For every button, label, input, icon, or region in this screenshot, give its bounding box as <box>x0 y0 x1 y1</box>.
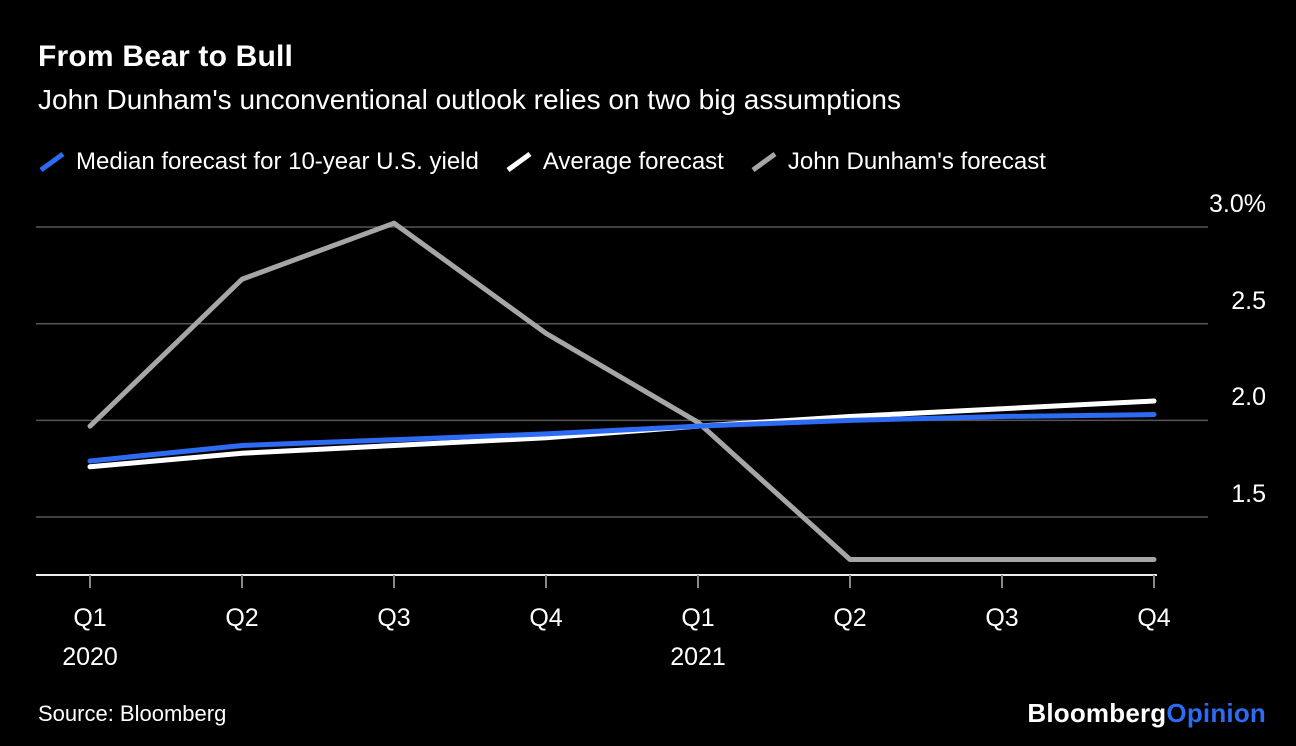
legend-item-dunham-forecast: John Dunham's forecast <box>750 148 1046 176</box>
legend-label-median-forecast: Median forecast for 10-year U.S. yield <box>76 148 479 175</box>
y-axis-label: 2.5 <box>1231 286 1266 315</box>
median-line-swatch-icon <box>39 151 65 173</box>
x-axis-label: Q2 <box>225 604 259 632</box>
legend-item-median-forecast: Median forecast for 10-year U.S. yield <box>38 148 479 176</box>
x-axis-label: Q3 <box>377 604 411 632</box>
x-axis-label: Q1 <box>681 604 715 632</box>
dunham-line-swatch-icon <box>751 151 777 173</box>
logo-bloomberg: Bloomberg <box>1027 698 1167 728</box>
logo-opinion: Opinion <box>1166 698 1266 728</box>
x-axis-label: Q4 <box>529 604 563 632</box>
x-axis-label: Q2 <box>833 604 867 632</box>
bloomberg-opinion-logo: BloombergOpinion <box>1027 698 1266 729</box>
average-line-swatch-icon <box>506 151 532 173</box>
y-axis-label: 3.0% <box>1209 190 1266 219</box>
x-axis-label: Q4 <box>1137 604 1171 632</box>
legend-label-average-forecast: Average forecast <box>542 148 724 175</box>
series-line-median-forecast-for-10-year-u-s-yield <box>87 412 1157 464</box>
x-axis-label: Q3 <box>985 604 1019 632</box>
legend-item-average-forecast: Average forecast <box>505 148 724 176</box>
source-credit: Source: Bloomberg <box>38 701 227 726</box>
y-axis-label: 1.5 <box>1231 480 1266 508</box>
x-axis-year-label: 2021 <box>670 643 726 671</box>
chart-title: From Bear to Bull <box>38 40 294 73</box>
chart-legend: Median forecast for 10-year U.S. yield A… <box>38 148 1046 176</box>
x-axis-year-label: 2020 <box>62 643 118 671</box>
y-axis-label: 2.0 <box>1231 383 1266 412</box>
legend-label-dunham-forecast: John Dunham's forecast <box>787 148 1046 175</box>
series-line-average-forecast <box>87 398 1157 470</box>
x-axis-label: Q1 <box>73 604 107 632</box>
series-line-john-dunham-s-forecast <box>87 220 1157 563</box>
chart-subtitle: John Dunham's unconventional outlook rel… <box>38 84 901 115</box>
